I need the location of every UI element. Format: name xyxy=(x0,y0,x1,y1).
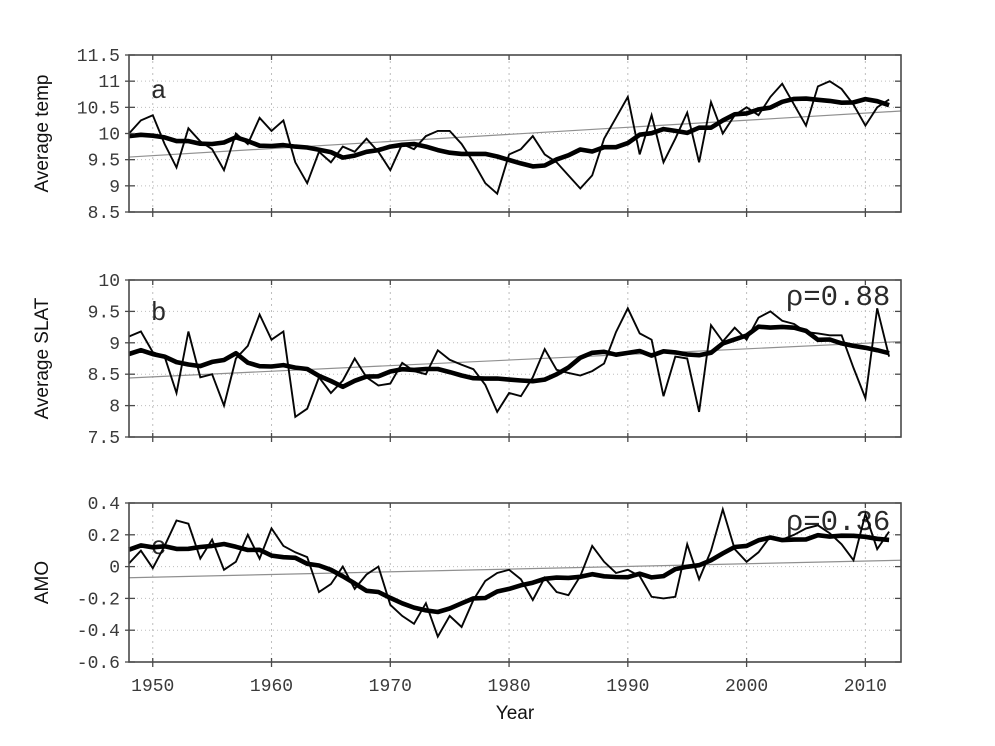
panel-b-ticks xyxy=(125,279,901,442)
panel-b-trend-line xyxy=(128,340,902,379)
y-tick-label: -0.2 xyxy=(77,590,120,610)
panel-b-annual-line xyxy=(128,306,891,419)
panel-c-ticks xyxy=(125,502,901,667)
y-tick-label: 0.2 xyxy=(88,527,120,547)
panel-b: b ρ=0.88 7.5 8 8.5 9 9.5 10 Average SLAT xyxy=(32,272,902,449)
panel-b-smoothed-line xyxy=(128,324,890,390)
y-tick-label: 9 xyxy=(109,335,120,355)
panel-a-ylabel: Average temp xyxy=(32,75,53,193)
y-tick-label: 11.5 xyxy=(77,47,120,67)
y-tick-label: 0.4 xyxy=(88,495,120,515)
panel-a-trend-line xyxy=(128,110,902,158)
panel-a: a 8.5 9 9.5 10 10.5 11 11.5 Average temp xyxy=(32,47,902,224)
y-tick-label: 8 xyxy=(109,398,120,418)
panel-c-frame xyxy=(128,502,902,663)
panel-b-ylabel: Average SLAT xyxy=(32,297,53,419)
panel-c-trend-line xyxy=(128,559,902,579)
panel-b-rho-annotation: ρ=0.88 xyxy=(786,281,890,314)
y-tick-label: 9.5 xyxy=(88,303,120,323)
y-tick-label: 7.5 xyxy=(88,429,120,449)
panel-a-smoothed-line xyxy=(128,96,890,169)
x-tick-label: 2010 xyxy=(844,677,887,697)
y-tick-label: 8.5 xyxy=(88,366,120,386)
x-tick-label: 1970 xyxy=(369,677,412,697)
y-tick-label: -0.6 xyxy=(77,654,120,674)
panel-a-grid xyxy=(129,55,901,212)
x-tick-label: 1950 xyxy=(131,677,174,697)
y-tick-label: 10 xyxy=(98,272,120,292)
y-tick-label: 10 xyxy=(98,126,120,146)
y-tick-label: 9 xyxy=(109,178,120,198)
panel-b-letter: b xyxy=(151,298,167,328)
panel-a-ticks xyxy=(125,54,901,217)
y-tick-label: 9.5 xyxy=(88,152,120,172)
panel-b-grid xyxy=(129,280,901,437)
x-axis-label: Year xyxy=(496,703,535,724)
x-tick-label: 2000 xyxy=(725,677,768,697)
x-tick-label: 1990 xyxy=(606,677,649,697)
y-tick-label: 10.5 xyxy=(77,99,120,119)
y-tick-label: -0.4 xyxy=(77,622,120,642)
x-tick-label: 1980 xyxy=(487,677,530,697)
panel-c-grid xyxy=(129,503,901,662)
panel-c-ylabel: AMO xyxy=(32,561,53,604)
y-tick-label: 0 xyxy=(109,559,120,579)
panel-c-smoothed-line xyxy=(128,532,890,615)
y-tick-label: 8.5 xyxy=(88,204,120,224)
panel-a-letter: a xyxy=(151,76,167,106)
x-tick-label: 1960 xyxy=(250,677,293,697)
y-tick-label: 11 xyxy=(98,73,120,93)
panel-b-frame xyxy=(128,279,902,438)
